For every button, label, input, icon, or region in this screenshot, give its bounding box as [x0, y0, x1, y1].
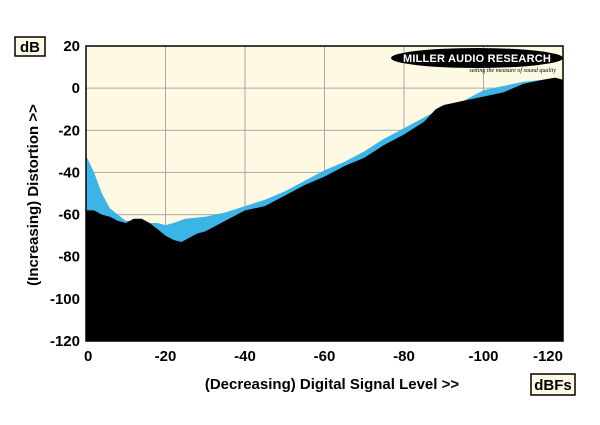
x-tick-label: -100: [468, 348, 498, 365]
y-tick-label: -120: [50, 333, 80, 350]
y-tick-label: -20: [58, 122, 80, 139]
x-axis-title: (Decreasing) Digital Signal Level >>: [205, 376, 459, 393]
x-tick-label: -20: [155, 348, 177, 365]
x-tick-label: -80: [393, 348, 415, 365]
x-tick-labels: 0 -20 -40 -60 -80 -100 -120: [84, 348, 563, 365]
logo-text: MILLER AUDIO RESEARCH: [403, 53, 551, 65]
y-tick-label: -40: [58, 164, 80, 181]
x-tick-label: -120: [533, 348, 563, 365]
y-tick-label: 20: [63, 38, 80, 55]
y-tick-label: -80: [58, 249, 80, 266]
y-tick-label: -60: [58, 207, 80, 224]
y-unit-box: dB: [14, 36, 46, 57]
x-unit-label: dBFs: [534, 377, 572, 394]
x-tick-label: -60: [314, 348, 336, 365]
y-axis-title: (Increasing) Distortion >>: [25, 104, 42, 286]
y-tick-label: -100: [50, 291, 80, 308]
logo-tagline: setting the measure of sound quality: [469, 67, 556, 74]
plot-frame: [85, 45, 564, 342]
series-area-black: [86, 77, 563, 341]
y-unit-label: dB: [20, 39, 40, 56]
miller-audio-research-logo: MILLER AUDIO RESEARCH setting the measur…: [391, 48, 563, 74]
logo-ellipse: [391, 48, 563, 68]
x-tick-label: -40: [234, 348, 256, 365]
x-tick-label: 0: [84, 348, 92, 365]
x-unit-box: dBFs: [530, 373, 576, 396]
y-tick-labels: 20 0 -20 -40 -60 -80 -100 -120: [50, 38, 80, 350]
y-tick-label: 0: [72, 80, 80, 97]
